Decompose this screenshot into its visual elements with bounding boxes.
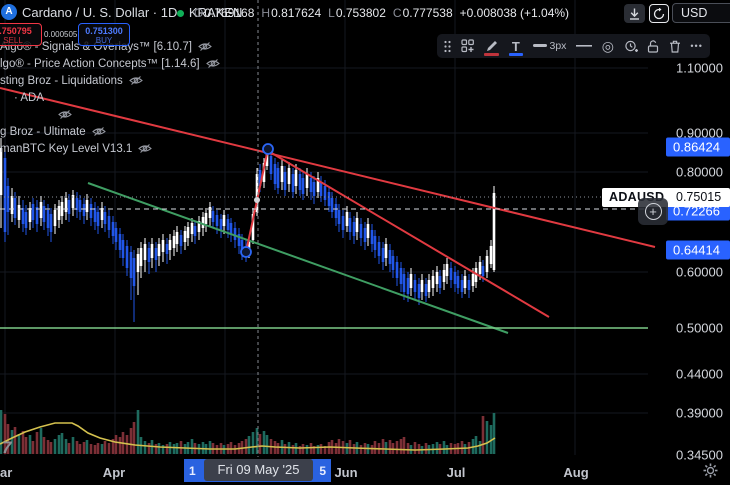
line-width-value: 3px bbox=[549, 40, 567, 52]
template-add-icon[interactable] bbox=[461, 36, 475, 56]
range-start-label: 1 bbox=[189, 464, 196, 478]
axis-settings-gear-icon[interactable] bbox=[703, 463, 718, 478]
symbol-title[interactable]: Cardano / U. S. Dollar · 1D · KRAKEN bbox=[22, 5, 243, 20]
buy-price: 0.751300 bbox=[85, 26, 123, 36]
ohlc-readout: O0.769168 H0.817624 L0.753802 C0.777538 +0.0… bbox=[194, 6, 569, 20]
crosshair-date-tooltip: Fri 09 May '25 bbox=[204, 459, 313, 481]
price-label: 0.50000 bbox=[676, 320, 723, 336]
month-label: Jun bbox=[334, 465, 358, 480]
volume-pane-watermark: 7 bbox=[2, 438, 12, 457]
settings-target-icon[interactable]: ◎ bbox=[601, 37, 614, 54]
price-label: 0.90000 bbox=[676, 125, 723, 141]
steep-downtrend-line bbox=[269, 151, 550, 318]
plus-icon: + bbox=[644, 203, 662, 220]
time-axis[interactable]: 1 5 Fri 09 May '25 ar Apr Jun Jul Aug bbox=[0, 457, 730, 485]
price-label: 1.10000 bbox=[676, 60, 723, 76]
add-alert-plus-button[interactable]: + bbox=[638, 198, 668, 225]
low-key: L bbox=[328, 6, 335, 20]
month-label: Apr bbox=[102, 465, 126, 480]
close-key: C bbox=[392, 6, 402, 20]
alert-price-label[interactable]: 0.86424 bbox=[666, 137, 730, 157]
sell-price: 0.750795 bbox=[0, 26, 32, 36]
add-alert-clock-icon[interactable] bbox=[624, 36, 638, 56]
drawing-mid-handle bbox=[254, 197, 260, 203]
sell-button[interactable]: 0.750795 SELL bbox=[0, 23, 42, 46]
buy-label: BUY bbox=[95, 36, 113, 45]
pencil-color-swatch bbox=[484, 53, 500, 56]
price-scale[interactable]: 1.10000 0.90000 0.80000 0.60000 0.50000 0.440… bbox=[648, 0, 730, 463]
legend-row-label: · ADA bbox=[14, 91, 45, 104]
unlock-icon[interactable] bbox=[647, 36, 659, 56]
eye-visibility-icon[interactable] bbox=[91, 126, 106, 137]
drawing-anchor-handle bbox=[240, 246, 252, 258]
support-trend-line bbox=[87, 182, 509, 334]
currency-input[interactable]: USD bbox=[672, 3, 730, 23]
toolbar-drag-handle[interactable] bbox=[444, 36, 451, 56]
replay-refresh-button[interactable] bbox=[649, 4, 669, 23]
line-style-tool[interactable] bbox=[576, 36, 593, 56]
text-color-tool[interactable]: T bbox=[508, 36, 523, 56]
range-end-label: 5 bbox=[319, 464, 326, 478]
month-label: Jul bbox=[446, 465, 466, 480]
legend-row-label: sting Broz - Liquidations bbox=[0, 74, 123, 87]
line-width-tool[interactable]: 3px bbox=[532, 36, 567, 56]
long-downtrend-line bbox=[0, 87, 656, 248]
alert-price-label[interactable]: 0.64414 bbox=[666, 240, 730, 260]
legend-row[interactable] bbox=[0, 106, 220, 123]
pencil-color-tool[interactable] bbox=[484, 36, 500, 56]
low-value: 0.753802 bbox=[335, 6, 386, 20]
legend-row-label: manBTC Key Level V13.1 bbox=[0, 142, 133, 155]
legend-row[interactable]: · ADA bbox=[0, 89, 220, 106]
legend-row[interactable]: lgo® - Price Action Concepts™ [1.14.6] bbox=[0, 55, 220, 72]
text-color-swatch bbox=[508, 53, 523, 56]
legend-row[interactable]: sting Broz - Liquidations bbox=[0, 72, 220, 89]
close-value: 0.777538 bbox=[402, 6, 453, 20]
market-open-dot-icon bbox=[177, 10, 184, 17]
spread-value: 0.000505 bbox=[44, 30, 78, 39]
legend-row[interactable]: manBTC Key Level V13.1 bbox=[0, 140, 220, 157]
legend-row[interactable]: g Broz - Ultimate bbox=[0, 123, 220, 140]
price-label: 0.60000 bbox=[676, 264, 723, 280]
sell-label: SELL bbox=[3, 36, 23, 45]
cardano-logo-icon: A bbox=[1, 4, 17, 20]
legend-row-label: Algo® - Signals & Overlays™ [6.10.7] bbox=[0, 40, 192, 53]
legend-row[interactable]: Algo® - Signals & Overlays™ [6.10.7] bbox=[0, 38, 220, 55]
high-key: H bbox=[261, 6, 271, 20]
symbol-header-bar: A Cardano / U. S. Dollar · 1D · KRAKEN O… bbox=[0, 0, 730, 24]
eye-visibility-icon[interactable] bbox=[128, 75, 143, 86]
text-tool-glyph: T bbox=[511, 38, 520, 54]
drawing-toolbar[interactable]: T 3px ◎ ••• bbox=[437, 34, 710, 58]
high-value: 0.817624 bbox=[271, 6, 322, 20]
price-label: 0.80000 bbox=[676, 164, 723, 180]
change-value: +0.008038 (+1.04%) bbox=[459, 6, 570, 20]
download-button[interactable] bbox=[624, 4, 645, 23]
drawing-anchor-handle bbox=[262, 143, 274, 155]
indicator-legend: Algo® - Signals & Overlays™ [6.10.7] lgo®… bbox=[0, 38, 220, 157]
open-value: 0.769168 bbox=[204, 6, 255, 20]
price-label: 0.34500 bbox=[676, 447, 723, 463]
eye-visibility-icon[interactable] bbox=[58, 109, 72, 120]
open-key: O bbox=[194, 6, 204, 20]
eye-visibility-icon[interactable] bbox=[205, 58, 220, 69]
trash-icon[interactable] bbox=[669, 36, 681, 56]
price-label: 0.39000 bbox=[676, 405, 723, 421]
more-options-icon[interactable]: ••• bbox=[690, 41, 703, 51]
legend-row-label: g Broz - Ultimate bbox=[0, 125, 86, 138]
month-label: ar bbox=[0, 465, 13, 480]
buy-button[interactable]: 0.751300 BUY bbox=[78, 23, 130, 46]
month-label: Aug bbox=[563, 465, 589, 480]
eye-visibility-icon[interactable] bbox=[138, 143, 153, 154]
last-price-value: 0.75015 bbox=[676, 190, 722, 204]
legend-row-label: lgo® - Price Action Concepts™ [1.14.6] bbox=[0, 57, 200, 70]
eye-visibility-icon[interactable] bbox=[198, 41, 212, 52]
price-label: 0.44000 bbox=[676, 366, 723, 382]
